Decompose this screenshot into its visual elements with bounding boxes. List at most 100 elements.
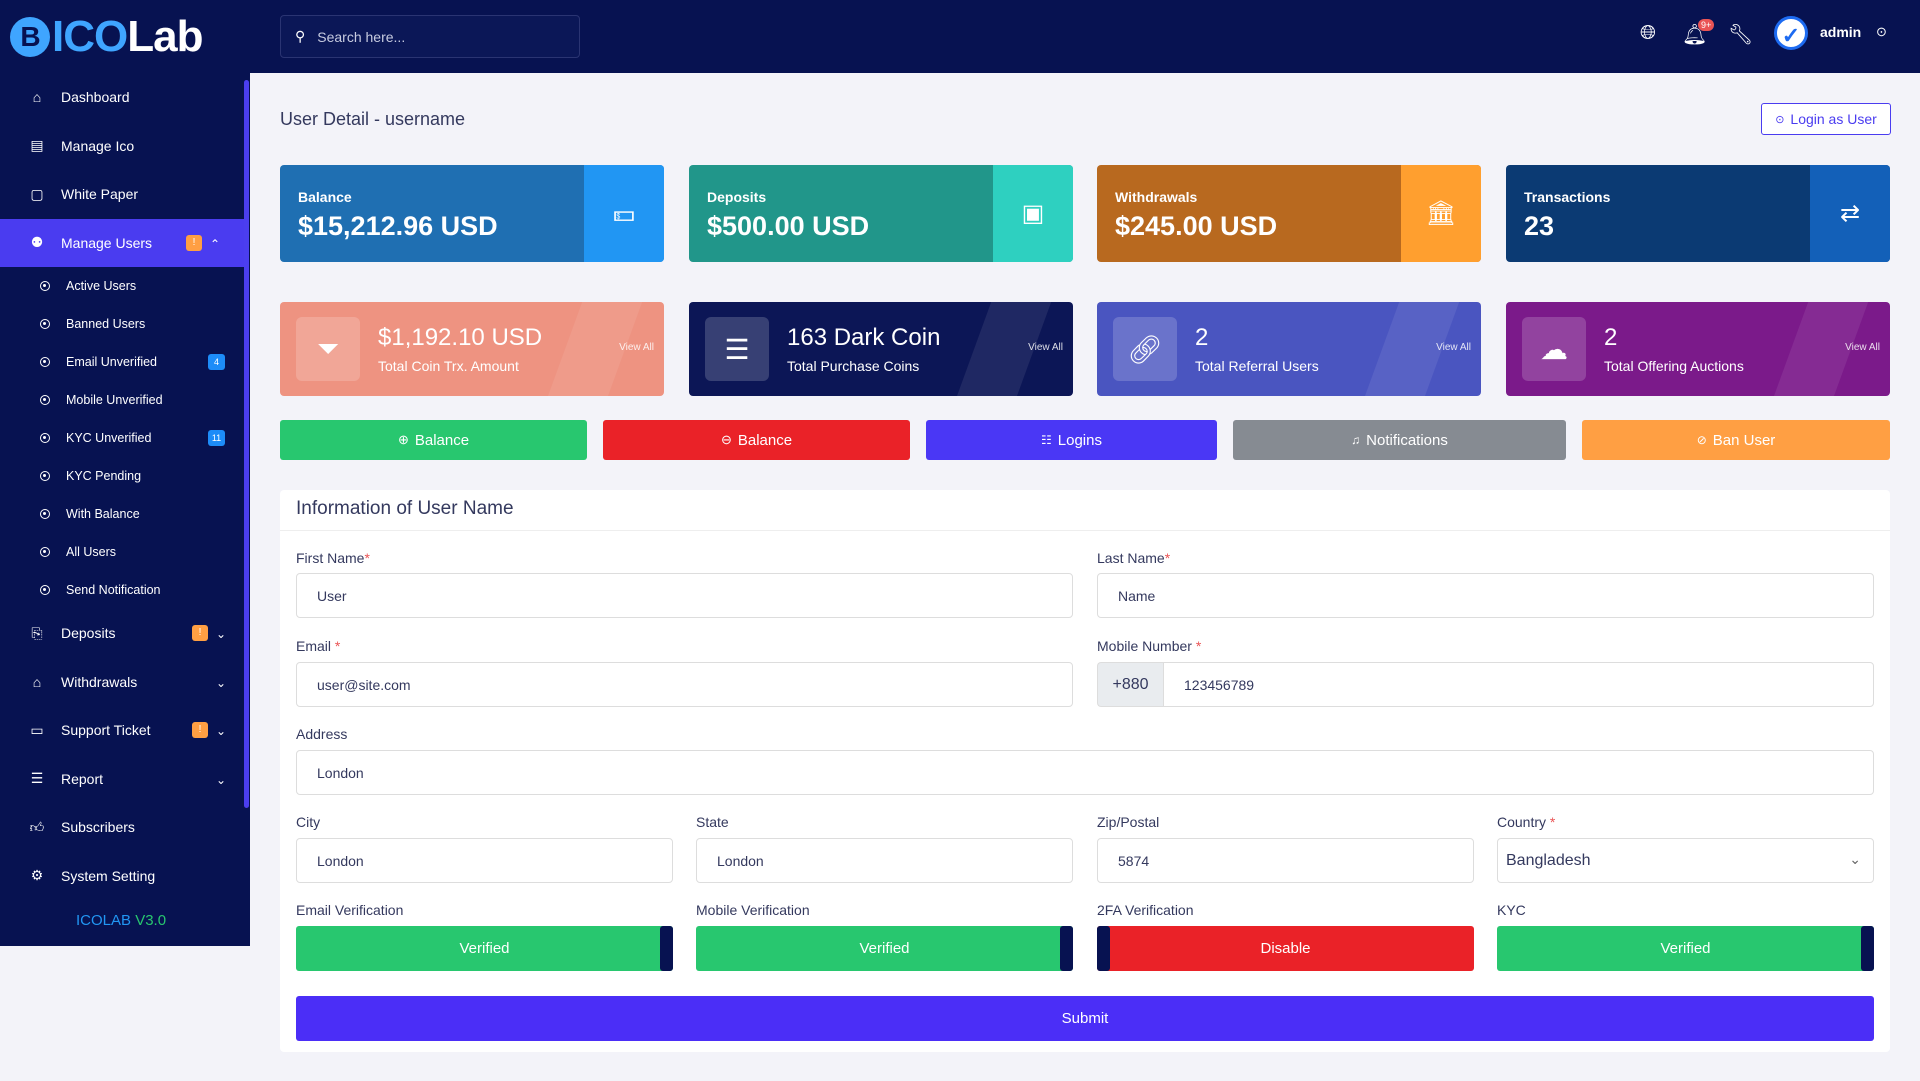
sidebar-item-report[interactable]: ☰ Report ⌄ bbox=[0, 755, 250, 804]
mobile-verification-toggle[interactable]: Verified bbox=[696, 926, 1073, 971]
kyc-toggle[interactable]: Verified bbox=[1497, 926, 1874, 971]
stat-label: Deposits bbox=[707, 189, 767, 205]
user-name[interactable]: admin bbox=[1820, 24, 1862, 40]
view-all-link[interactable]: View All bbox=[1028, 342, 1063, 353]
subitem-label: Active Users bbox=[66, 279, 137, 293]
subitem-label: Send Notification bbox=[66, 583, 161, 597]
count-badge: 11 bbox=[208, 430, 225, 446]
city-input[interactable]: London bbox=[296, 838, 673, 883]
sidebar-item-subscribers[interactable]: 👍︎ Subscribers bbox=[0, 803, 250, 852]
last-name-input[interactable]: Name bbox=[1097, 573, 1874, 618]
sidebar-item-manage-ico[interactable]: ▤ Manage Ico bbox=[0, 122, 250, 171]
zip-input[interactable]: 5874 bbox=[1097, 838, 1474, 883]
view-all-link[interactable]: View All bbox=[619, 342, 654, 353]
login-as-user-button[interactable]: ⊙ Login as User bbox=[1761, 103, 1891, 135]
subitem-label: KYC Unverified bbox=[66, 431, 152, 445]
coins-stack-icon: ☰ bbox=[705, 317, 769, 381]
chevron-down-icon: ⌄ bbox=[1849, 851, 1861, 867]
submit-button[interactable]: Submit bbox=[296, 996, 1874, 1041]
chevron-down-icon[interactable]: ⊙ bbox=[1876, 24, 1887, 39]
card-label: Total Offering Auctions bbox=[1604, 358, 1744, 374]
card-label: Total Coin Trx. Amount bbox=[378, 358, 519, 374]
notifications-button[interactable]: ♫ Notifications bbox=[1233, 420, 1566, 460]
add-balance-button[interactable]: ⊕ Balance bbox=[280, 420, 587, 460]
twofa-verification-label: 2FA Verification bbox=[1097, 902, 1194, 918]
home-icon: ⌂ bbox=[32, 89, 42, 106]
sidebar-item-dashboard[interactable]: ⌂ Dashboard bbox=[0, 73, 250, 122]
circle-dot-icon bbox=[40, 509, 50, 519]
minus-circle-icon: ⊖ bbox=[720, 432, 732, 447]
list-icon: ☰ bbox=[30, 770, 44, 787]
sidebar-item-system-setting[interactable]: ⚙ System Setting bbox=[0, 852, 250, 901]
toggle-label: Verified bbox=[859, 940, 910, 957]
sidebar-item-manage-users[interactable]: ⚉ Manage Users! ⌃ bbox=[0, 218, 244, 267]
globe-icon[interactable]: 🌐︎ bbox=[1640, 22, 1656, 44]
sidebar-subitem-mobile-unverified[interactable]: Mobile Unverified bbox=[0, 381, 250, 419]
sidebar-subitem-kyc-pending[interactable]: KYC Pending bbox=[0, 457, 250, 495]
card-value: 163 Dark Coin bbox=[787, 324, 941, 351]
subtract-balance-button[interactable]: ⊖ Balance bbox=[603, 420, 910, 460]
email-field[interactable]: user@site.com bbox=[296, 662, 1073, 707]
sidebar-subitem-kyc-unverified[interactable]: KYC Unverified 11 bbox=[0, 419, 250, 457]
sidebar-item-label: Subscribers bbox=[61, 819, 135, 836]
sidebar-scrollbar[interactable] bbox=[244, 80, 249, 808]
bank-icon: 🏛︎ bbox=[1401, 165, 1481, 262]
sidebar-item-support-ticket[interactable]: ▭ Support Ticket! ⌄ bbox=[0, 706, 250, 755]
wrench-icon[interactable]: 🔧︎ bbox=[1728, 24, 1754, 46]
deposit-icon: ⎘ bbox=[31, 624, 43, 641]
button-label: Ban User bbox=[1712, 431, 1776, 449]
sidebar-subitem-active-users[interactable]: Active Users bbox=[0, 267, 250, 305]
zip-label: Zip/Postal bbox=[1097, 814, 1160, 830]
sidebar-item-withdrawals[interactable]: ⌂ Withdrawals ⌄ bbox=[0, 658, 250, 707]
circle-dot-icon bbox=[40, 395, 50, 405]
required-mark: * bbox=[364, 550, 370, 566]
sidebar-item-label: Report bbox=[61, 770, 104, 787]
email-verification-toggle[interactable]: Verified bbox=[296, 926, 673, 971]
twofa-verification-toggle[interactable]: Disable bbox=[1097, 926, 1474, 971]
ban-user-button[interactable]: ⊘ Ban User bbox=[1582, 420, 1890, 460]
bank-icon: ⌂ bbox=[32, 673, 42, 690]
manage-users-submenu: Active Users Banned Users Email Unverifi… bbox=[0, 267, 250, 609]
card-offering-auctions: ☁ 2 Total Offering Auctions View All bbox=[1506, 302, 1890, 396]
money-icon: 💵︎ bbox=[584, 165, 664, 262]
label-text: First Name bbox=[296, 550, 365, 566]
label-text: Email bbox=[296, 638, 332, 654]
required-mark: * bbox=[1549, 814, 1556, 830]
logo[interactable]: B ICO Lab bbox=[0, 0, 250, 73]
email-verification-label: Email Verification bbox=[296, 902, 404, 918]
view-all-link[interactable]: View All bbox=[1436, 342, 1471, 353]
sidebar-subitem-send-notification[interactable]: Send Notification bbox=[0, 571, 250, 609]
stat-label: Transactions bbox=[1524, 189, 1611, 205]
cloud-icon: ☁ bbox=[1522, 317, 1586, 381]
sidebar-subitem-all-users[interactable]: All Users bbox=[0, 533, 250, 571]
avatar[interactable]: ✓ bbox=[1774, 16, 1808, 50]
toggle-knob bbox=[660, 926, 673, 971]
mobile-input[interactable]: 123456789 bbox=[1163, 662, 1874, 707]
exchange-icon: ⇄ bbox=[1810, 165, 1890, 262]
logins-button[interactable]: ☷ Logins bbox=[926, 420, 1217, 460]
sidebar-subitem-email-unverified[interactable]: Email Unverified 4 bbox=[0, 343, 250, 381]
search-input[interactable]: ⚲ Search here... bbox=[280, 15, 580, 58]
sidebar-item-white-paper[interactable]: ▢ White Paper bbox=[0, 170, 250, 219]
logo-ico-text: ICO bbox=[52, 11, 128, 61]
subitem-label: Email Unverified bbox=[66, 355, 158, 369]
address-label: Address bbox=[296, 726, 348, 742]
search-placeholder: Search here... bbox=[317, 28, 406, 45]
state-input[interactable]: London bbox=[696, 838, 1073, 883]
sidebar-subitem-with-balance[interactable]: With Balance bbox=[0, 495, 250, 533]
button-label: Notifications bbox=[1366, 431, 1448, 449]
subitem-label: Banned Users bbox=[66, 317, 146, 331]
sidebar-subitem-banned-users[interactable]: Banned Users bbox=[0, 305, 250, 343]
toggle-knob bbox=[1060, 926, 1073, 971]
view-all-link[interactable]: View All bbox=[1845, 342, 1880, 353]
address-input[interactable]: London bbox=[296, 750, 1874, 795]
sidebar-item-label: Support Ticket bbox=[61, 722, 151, 739]
first-name-input[interactable]: User bbox=[296, 573, 1073, 618]
sidebar-item-deposits[interactable]: ⎘ Deposits! ⌄ bbox=[0, 609, 250, 658]
card-purchase-coins: ☰ 163 Dark Coin Total Purchase Coins View A… bbox=[689, 302, 1073, 396]
mobile-verification-label: Mobile Verification bbox=[696, 902, 810, 918]
circle-dot-icon bbox=[40, 281, 50, 291]
country-select[interactable]: Bangladesh ⌄ bbox=[1497, 838, 1874, 883]
stat-label: Balance bbox=[298, 189, 352, 205]
chevron-up-icon: ⌃ bbox=[210, 236, 221, 251]
